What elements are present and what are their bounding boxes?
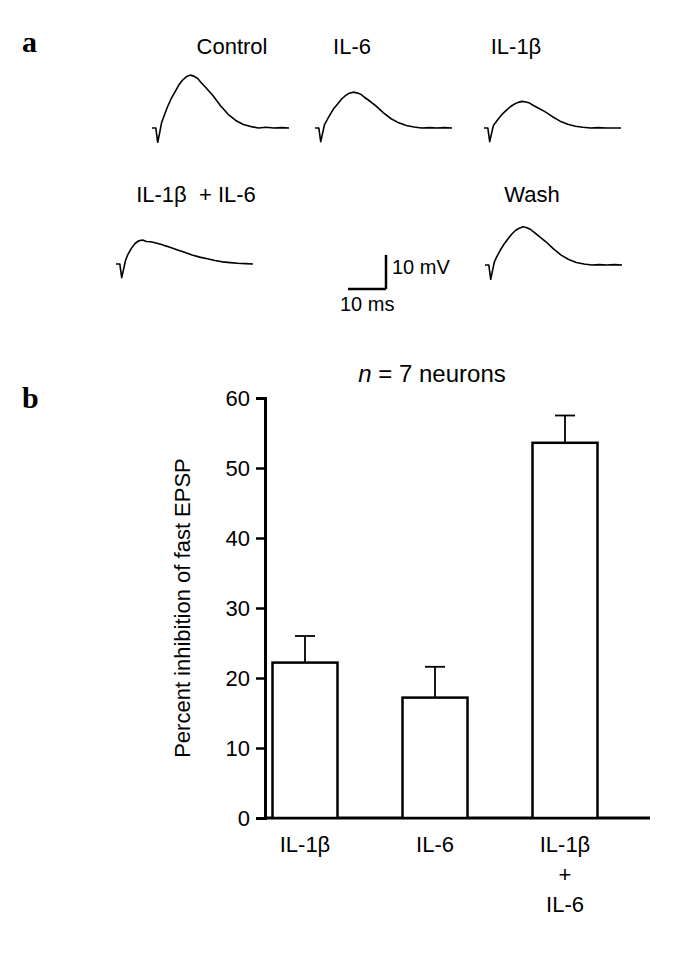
bar [403, 698, 468, 818]
error-bar-cap [425, 666, 445, 668]
y-tick-mark [256, 397, 265, 400]
trace-label: Wash [504, 182, 559, 207]
y-axis: 0 10 20 30 40 50 60 [226, 386, 266, 831]
error-bar [425, 667, 445, 698]
x-tick-label: IL-6 [416, 832, 454, 857]
y-tick-mark [256, 817, 265, 820]
y-tick: 60 [226, 386, 265, 411]
trace-label: Control [197, 34, 268, 59]
scale-bar-voltage [385, 255, 388, 289]
chart-title: n = 7 neurons [358, 360, 505, 387]
error-bar-cap [295, 635, 315, 637]
trace-plot [116, 240, 253, 278]
x-tick-label: IL-1β [280, 832, 331, 857]
panel-label: b [22, 381, 39, 414]
y-tick: 30 [226, 596, 265, 621]
y-tick: 0 [238, 806, 265, 831]
y-tick-label: 60 [226, 386, 250, 411]
y-tick: 50 [226, 456, 265, 481]
error-bar-stem [434, 667, 436, 698]
scale-bar-time [348, 288, 386, 291]
error-bar-stem [304, 636, 306, 663]
x-tick-label: IL-1β+IL-6 [540, 832, 591, 917]
y-tick: 10 [226, 736, 265, 761]
y-tick-mark [256, 677, 265, 680]
y-tick-label: 10 [226, 736, 250, 761]
y-tick-mark [256, 537, 265, 540]
bar [533, 443, 598, 818]
trace [315, 92, 452, 141]
scale-bar-label: 10 ms [340, 293, 394, 315]
trace-label: IL-6 [333, 34, 371, 59]
error-bar-cap [555, 415, 575, 417]
trace-label: IL-1β + IL-6 [136, 182, 256, 207]
trace-label: IL-1β [491, 34, 542, 59]
y-tick: 20 [226, 666, 265, 691]
y-tick-label: 50 [226, 456, 250, 481]
y-axis-line [256, 399, 266, 819]
trace-plot [315, 92, 452, 141]
figure: a Control IL-6 IL-1β IL-1β + IL-6 Wash 10 mV 10… [0, 0, 700, 959]
error-bar-stem [564, 416, 566, 443]
trace [485, 227, 622, 280]
scale-bar-label: 10 mV [392, 256, 450, 278]
trace [484, 101, 621, 141]
y-tick-label: 30 [226, 596, 250, 621]
trace-plot [484, 101, 621, 141]
error-bar [295, 636, 315, 663]
trace-plot [485, 227, 622, 280]
y-tick-label: 40 [226, 526, 250, 551]
y-tick: 40 [226, 526, 265, 551]
y-axis-title: Percent inhibition of fast EPSP [170, 458, 195, 758]
panel-label: a [22, 25, 37, 58]
y-tick-mark [256, 607, 265, 610]
error-bar [555, 416, 575, 443]
trace [116, 240, 253, 278]
trace [152, 75, 289, 142]
bars [273, 416, 598, 819]
bar [273, 663, 338, 818]
y-tick-mark [256, 467, 265, 470]
y-tick-label: 0 [238, 806, 250, 831]
y-tick-mark [256, 747, 265, 750]
y-tick-label: 20 [226, 666, 250, 691]
trace-plot [152, 75, 289, 142]
